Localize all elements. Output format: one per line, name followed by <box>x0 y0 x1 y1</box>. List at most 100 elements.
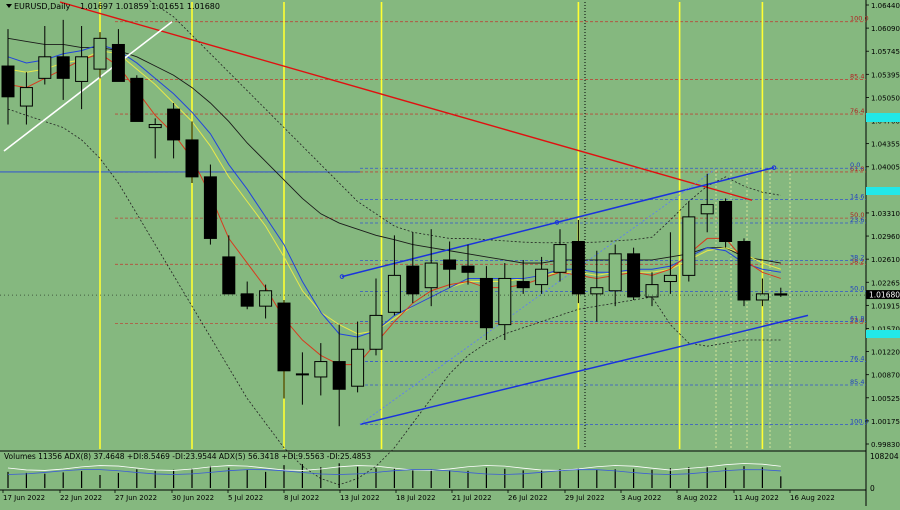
candle-bullish <box>19 87 33 107</box>
candle-bullish <box>645 284 659 298</box>
trendline-anchor <box>771 165 777 170</box>
trendline-white <box>3 21 173 152</box>
fib-level-label: 23.6 <box>850 216 864 224</box>
price-tick-label: 0.99830 <box>871 441 900 449</box>
candle-bearish <box>222 256 236 295</box>
time-tick-label: 30 Jun 2022 <box>172 494 214 502</box>
candle-bearish <box>130 77 144 122</box>
fib-level-label: 85.4 <box>850 73 864 81</box>
candle-bearish <box>240 293 254 307</box>
price-tag-cyan <box>866 113 900 122</box>
candle-bearish <box>277 302 291 372</box>
time-tick-label: 13 Jul 2022 <box>340 494 380 502</box>
candle-bearish <box>443 259 457 270</box>
candle-bullish <box>700 204 714 215</box>
adx-line-blue <box>7 469 781 475</box>
candle-bearish <box>203 176 217 239</box>
fib-level-label: 76.4 <box>850 107 864 115</box>
price-tick-label: 1.02265 <box>871 279 900 287</box>
time-tick-label: 16 Aug 2022 <box>790 494 835 502</box>
candle-bearish <box>479 277 493 329</box>
trendline-red-down <box>59 1 753 201</box>
price-tick-label: 1.06440 <box>871 2 900 10</box>
candle-bullish <box>498 277 512 326</box>
candle-bullish <box>295 373 309 376</box>
price-tick-label: 1.02960 <box>871 233 900 241</box>
candle-bullish <box>553 244 567 273</box>
price-tick-label: 1.03310 <box>871 210 900 218</box>
fib-level-label: 76.4 <box>850 355 864 363</box>
fib-level-label: 14.6 <box>850 193 864 201</box>
fib-level-label: 85.4 <box>850 378 864 386</box>
price-tick-label: 1.00525 <box>871 395 900 403</box>
trendline-blue-upper <box>341 166 775 278</box>
candle-bearish <box>167 108 181 141</box>
time-tick-label: 8 Jul 2022 <box>284 494 319 502</box>
candle-bullish <box>369 314 383 350</box>
fib-level-label: 100.0 <box>850 417 869 425</box>
price-tick-label: 1.01220 <box>871 349 900 357</box>
price-tick-label: 1.01570 <box>871 325 900 333</box>
price-tick-label: 1.06090 <box>871 25 900 33</box>
candle-bullish <box>755 293 769 301</box>
price-tick-label: 1.04355 <box>871 141 900 149</box>
price-tick-label: 1.05745 <box>871 48 900 56</box>
fib-level-label: 50.0 <box>850 284 864 292</box>
candle-bullish <box>93 37 107 70</box>
time-tick-label: 29 Jul 2022 <box>565 494 605 502</box>
time-tick-label: 18 Jul 2022 <box>396 494 436 502</box>
candle-bearish <box>406 265 420 295</box>
price-tag-cyan <box>866 187 900 195</box>
fib-level-label: 50.0 <box>850 211 864 219</box>
candle-bearish <box>737 241 751 301</box>
candle-bearish <box>571 241 585 295</box>
candle-bearish <box>111 43 125 82</box>
adx-line-white <box>7 463 781 471</box>
candle-bearish <box>185 139 199 178</box>
time-tick-label: 27 Jun 2022 <box>115 494 157 502</box>
fib-level-label: 0.0 <box>850 161 860 169</box>
candle-bullish <box>590 287 604 295</box>
candle-bullish <box>535 268 549 286</box>
fib-level-label: 61.8 <box>850 165 864 173</box>
candle-bullish <box>259 290 273 307</box>
candle-bullish <box>424 262 438 289</box>
candle-bearish <box>56 56 70 79</box>
price-tick-label: 1.05395 <box>871 71 900 79</box>
time-tick-label: 17 Jun 2022 <box>3 494 45 502</box>
time-tick-label: 3 Aug 2022 <box>621 494 661 502</box>
triangle-down-icon[interactable] <box>6 4 12 8</box>
current-price-tag <box>866 290 900 300</box>
candle-bearish <box>461 265 475 273</box>
time-tick-label: 11 Aug 2022 <box>734 494 779 502</box>
candle-bullish <box>387 274 401 313</box>
candle-bullish <box>663 274 677 283</box>
candle-bearish <box>1 65 15 98</box>
candle-bullish <box>38 56 52 79</box>
time-tick-label: 5 Jul 2022 <box>228 494 263 502</box>
price-tick-label: 1.05050 <box>871 94 900 102</box>
fib-level-label: 38.2 <box>850 257 864 265</box>
current-price-label: 1.01680 <box>869 291 900 300</box>
ohlc-readout: 1.01697 1.01859 1.01651 1.01680 <box>80 2 220 11</box>
time-tick-label: 22 Jun 2022 <box>60 494 102 502</box>
trendline-anchor <box>339 274 345 279</box>
volume-axis-max: 108204 <box>870 452 899 461</box>
fib-level-label: 38.2 <box>850 254 864 262</box>
price-tick-label: 1.00870 <box>871 372 900 380</box>
price-tag-cyan <box>866 330 900 338</box>
candle-bearish <box>627 253 641 298</box>
candle-bullish <box>314 361 328 378</box>
fib-level-label: 23.6 <box>850 316 864 324</box>
fib-level-label: 100.0 <box>850 15 869 23</box>
candle-bullish <box>148 124 162 129</box>
candle-bullish <box>351 348 365 387</box>
trendline-anchor <box>554 220 560 225</box>
candle-bearish <box>332 361 346 390</box>
bollinger-upper <box>147 0 781 244</box>
price-tick-label: 1.01915 <box>871 302 900 310</box>
fib-baseline-dotted <box>359 169 716 425</box>
price-tick-label: 1.00175 <box>871 418 900 426</box>
